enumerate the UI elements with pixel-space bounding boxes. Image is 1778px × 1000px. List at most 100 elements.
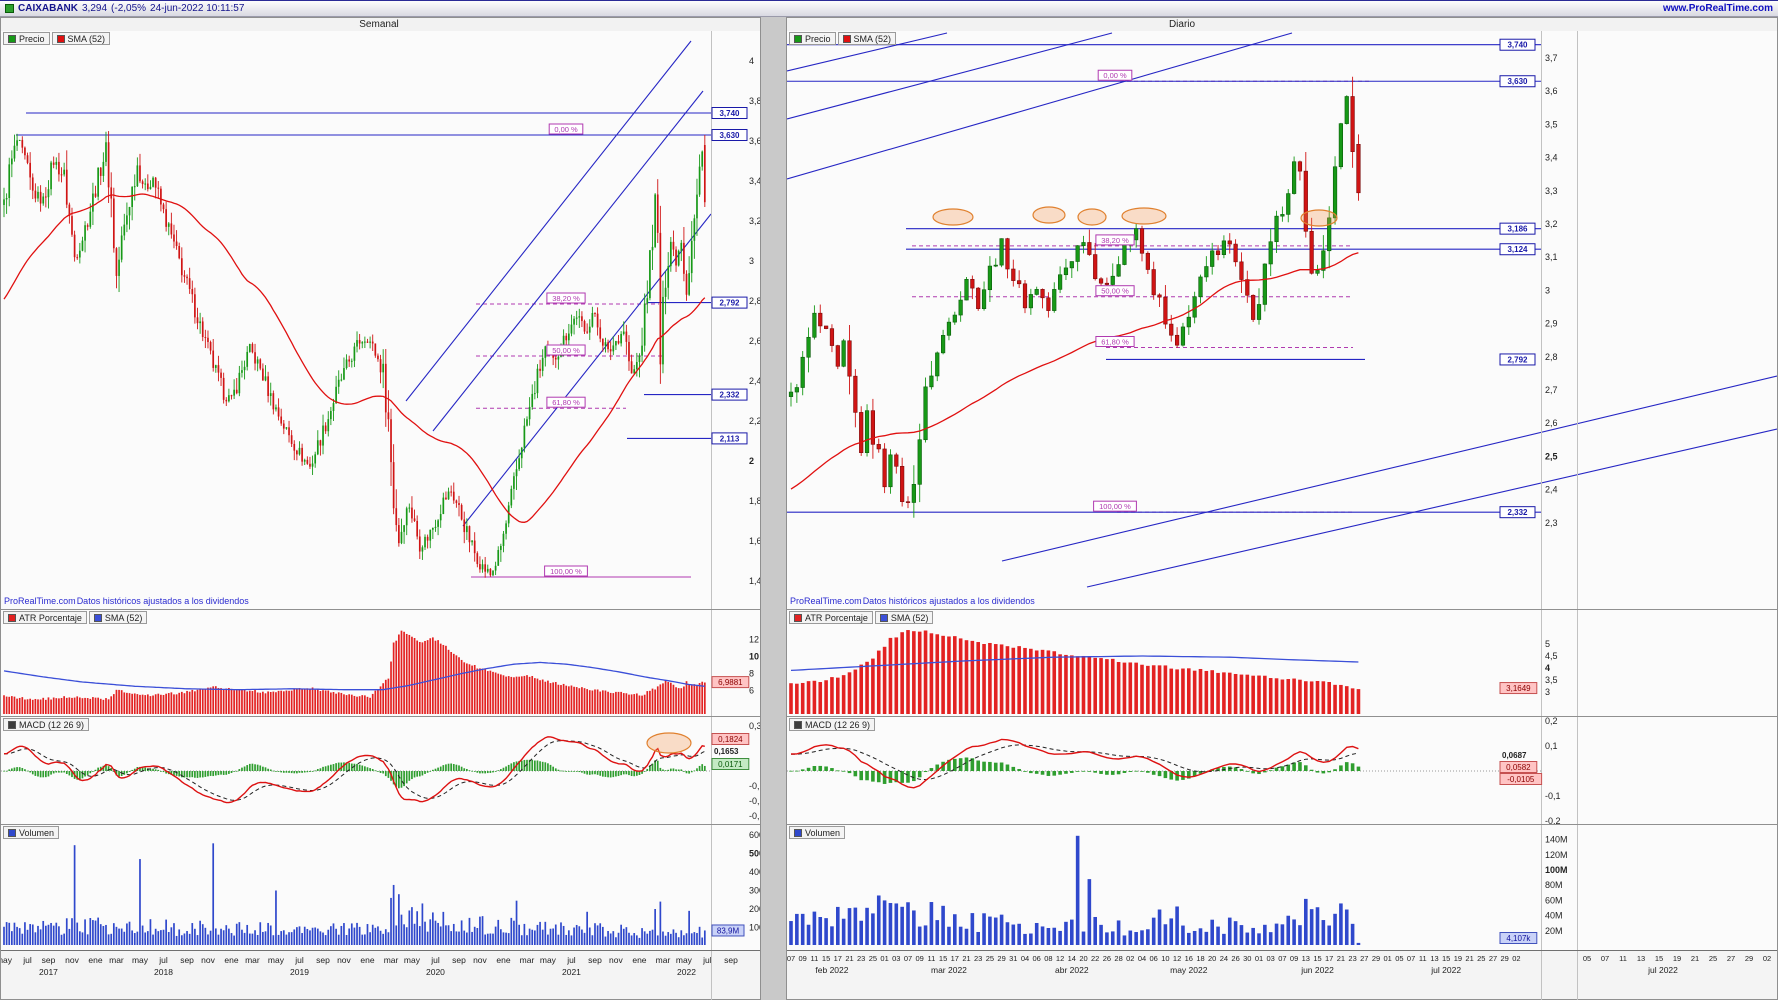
svg-text:3: 3 [1545,285,1550,295]
price-level-badge [711,432,748,445]
value-badge [711,758,750,770]
prorealtime-website-link[interactable]: www.ProRealTime.com [1662,3,1773,14]
weekly-chart-title: Semanal [1,18,760,31]
daily-macd-plot[interactable]: 0,2 0,1 -0,1 -0,2 0,0687 0,0582 -0,0105 [787,717,1777,824]
weekly-macd-panel[interactable]: 0,3 -0,1 -0,2 -0,3 0,1824 0,1653 0,0171 MACD (… [1,716,760,824]
svg-text:80M: 80M [1545,880,1563,890]
svg-text:may: may [268,955,285,965]
svg-text:29: 29 [1501,954,1509,963]
Diario-sma-line [790,252,1359,490]
legend-precio[interactable]: Precio [3,32,50,45]
daily-price-legend: Precio SMA (52) [789,32,897,45]
legend-precio-label: Precio [19,33,45,44]
svg-text:12: 12 [1056,954,1064,963]
svg-text:500M: 500M [749,849,760,859]
svg-text:21: 21 [962,954,970,963]
daily-atr-legend: ATR Porcentaje SMA (52) [789,611,934,624]
Diario-macd-signal [791,744,1359,781]
svg-text:25: 25 [869,954,877,963]
legend-atr-porcentaje[interactable]: ATR Porcentaje [789,611,873,624]
daily-macd-panel[interactable]: 0,2 0,1 -0,1 -0,2 0,0687 0,0582 -0,0105 MACD (… [787,716,1777,824]
weekly-chart-window: Semanal 4 3,8 3,6 3,4 3,2 3 2,8 2,6 2,4 2,2 2 1,8 1,… [0,17,761,1000]
svg-text:28: 28 [1114,954,1122,963]
value-badge [1499,682,1538,695]
legend-atr-porcentaje[interactable]: ATR Porcentaje [3,611,87,624]
svg-text:21: 21 [845,954,853,963]
daily-volume-legend: Volumen [789,826,846,839]
svg-text:2022: 2022 [677,967,696,977]
legend-precio-swatch [8,34,16,43]
svg-text:3: 3 [749,256,754,266]
weekly-watermark: ProRealTime.comDatos históricos ajustado… [4,596,249,606]
legend-macd[interactable]: MACD (12 26 9) [789,718,876,731]
daily-volume-plot[interactable]: 140M 120M 100M 80M 60M 40M 20M 4,107k [787,825,1777,950]
legend-volumen[interactable]: Volumen [789,826,846,839]
legend-precio-label: Precio [805,33,831,44]
svg-text:0,0582: 0,0582 [1506,763,1531,772]
svg-text:19: 19 [1454,954,1462,963]
svg-text:0,1824: 0,1824 [718,735,743,744]
daily-atr-panel[interactable]: 5 4,5 4 3,5 3 3,1649 ATR Porcentaje SMA (52) [787,609,1777,716]
svg-text:jul: jul [702,955,712,965]
Diario-volume-bars [789,835,1361,945]
weekly-macd-plot[interactable]: 0,3 -0,1 -0,2 -0,3 0,1824 0,1653 0,0171 [1,717,760,824]
svg-text:38,20 %: 38,20 % [552,294,580,303]
svg-text:16: 16 [1185,954,1193,963]
legend-sma-52[interactable]: SMA (52) [837,32,897,45]
svg-text:0,0687: 0,0687 [1502,751,1527,760]
daily-volume-panel[interactable]: 140M 120M 100M 80M 60M 40M 20M 4,107k Volumen [787,824,1777,950]
weekly-price-plot[interactable]: 4 3,8 3,6 3,4 3,2 3 2,8 2,6 2,4 2,2 2 1,8 1,6 1,4 3,74… [1,31,760,609]
highlight-ellipse [1121,207,1167,225]
daily-chart-title-label: Diario [1168,19,1196,30]
svg-text:2,5: 2,5 [1545,451,1558,461]
weekly-atr-plot[interactable]: 12 10 8 6 6,9881 [1,610,760,716]
price-level-badge [1499,353,1536,366]
weekly-volume-plot[interactable]: 600M 500M 400M 300M 200M 100M 83,9M [1,825,760,950]
svg-text:11: 11 [928,954,936,963]
svg-text:2019: 2019 [290,967,309,977]
svg-text:20: 20 [1208,954,1216,963]
legend-atr-sma-52[interactable]: SMA (52) [88,611,148,624]
svg-text:15: 15 [822,954,830,963]
svg-text:31: 31 [1009,954,1017,963]
daily-price-panel[interactable]: 3,7 3,6 3,5 3,4 3,3 3,2 3,1 3 2,9 2,8 2,7 2,6 2,5 2,4… [787,31,1777,609]
svg-text:06: 06 [1033,954,1041,963]
legend-atr-porcentaje-swatch [794,613,802,622]
svg-text:09: 09 [1290,954,1298,963]
svg-text:26: 26 [1231,954,1239,963]
daily-atr-plot[interactable]: 5 4,5 4 3,5 3 3,1649 [787,610,1777,716]
legend-macd-label: MACD (12 26 9) [805,719,871,730]
svg-text:3,740: 3,740 [1507,41,1528,50]
svg-text:sep: sep [180,955,194,965]
svg-text:23: 23 [1348,954,1356,963]
weekly-atr-panel[interactable]: 12 10 8 6 6,9881 ATR Porcentaje SMA (52) [1,609,760,716]
daily-price-plot[interactable]: 3,7 3,6 3,5 3,4 3,3 3,2 3,1 3 2,9 2,8 2,7 2,6 2,5 2,4… [787,31,1777,609]
legend-precio[interactable]: Precio [789,32,836,45]
svg-text:21: 21 [1337,954,1345,963]
svg-text:29: 29 [1372,954,1380,963]
svg-text:02: 02 [1763,954,1771,963]
svg-text:ene: ene [360,955,374,965]
svg-text:3,2: 3,2 [1545,219,1558,229]
weekly-volume-panel[interactable]: 600M 500M 400M 300M 200M 100M 83,9M Volumen [1,824,760,950]
highlight-ellipse [1032,206,1066,224]
svg-text:1,8: 1,8 [749,496,760,506]
svg-text:nov: nov [201,955,215,965]
legend-atr-sma-52-swatch [93,613,102,622]
legend-macd[interactable]: MACD (12 26 9) [3,718,90,731]
legend-atr-sma-52[interactable]: SMA (52) [874,611,934,624]
svg-text:2,332: 2,332 [1507,508,1528,517]
svg-text:ene: ene [632,955,646,965]
svg-text:3,4: 3,4 [749,176,760,186]
weekly-chart-title-label: Semanal [359,19,399,30]
watermark-note: Datos históricos ajustados a los dividen… [76,596,249,606]
svg-text:2021: 2021 [562,967,581,977]
legend-sma-52[interactable]: SMA (52) [51,32,111,45]
weekly-price-panel[interactable]: 4 3,8 3,6 3,4 3,2 3 2,8 2,6 2,4 2,2 2 1,8 1,6 1,4 3,74… [1,31,760,609]
svg-text:abr 2022: abr 2022 [1055,965,1089,975]
svg-text:ene: ene [224,955,238,965]
legend-volumen[interactable]: Volumen [3,826,60,839]
weekly-time-axis[interactable]: mayjulsepnovenemarmayjulsepnovenemarmayj… [1,950,760,1000]
legend-volumen-swatch [8,828,16,837]
daily-time-axis[interactable]: 07 09 11 15 17 21 23 25 01 03 07 09 11 15 17 21 23 25 29 31… [787,950,1777,1000]
